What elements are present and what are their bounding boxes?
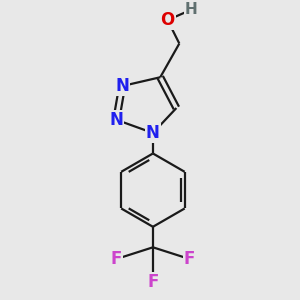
Text: F: F	[184, 250, 195, 268]
Text: H: H	[185, 2, 197, 17]
Text: N: N	[109, 111, 123, 129]
Text: N: N	[146, 124, 160, 142]
Text: O: O	[160, 11, 175, 29]
Text: F: F	[147, 274, 159, 292]
Text: N: N	[115, 77, 129, 95]
Text: F: F	[111, 250, 122, 268]
